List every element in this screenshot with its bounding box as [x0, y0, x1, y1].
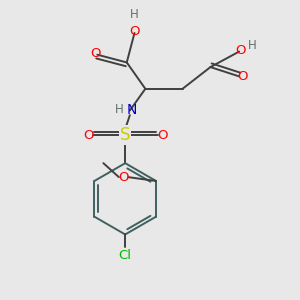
Text: O: O	[236, 44, 246, 56]
Text: O: O	[83, 129, 93, 142]
Text: N: N	[126, 103, 136, 118]
Text: O: O	[237, 70, 247, 83]
Text: H: H	[130, 8, 139, 21]
Text: Cl: Cl	[119, 249, 132, 262]
Text: O: O	[129, 25, 140, 38]
Text: H: H	[248, 39, 257, 52]
Text: H: H	[115, 103, 123, 116]
Text: O: O	[157, 129, 168, 142]
Text: S: S	[120, 126, 130, 144]
Text: O: O	[118, 171, 129, 184]
Text: O: O	[91, 46, 101, 60]
